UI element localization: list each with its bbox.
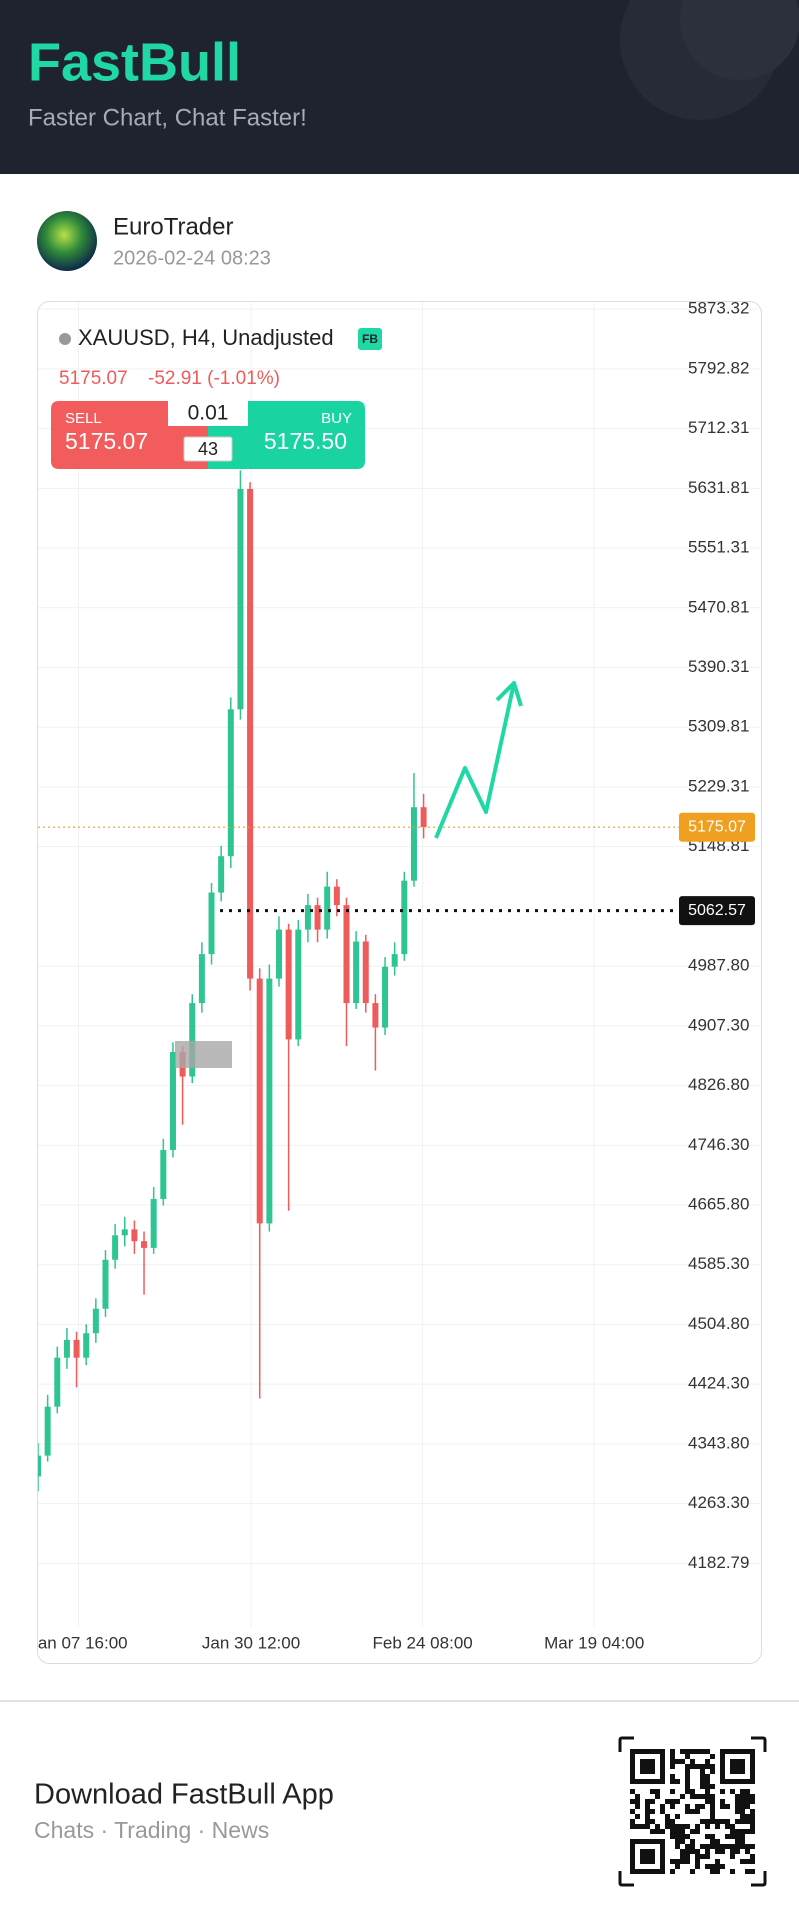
price-label-bg: [679, 812, 755, 842]
qr-frame: [618, 1736, 767, 1887]
candle-body: [150, 1198, 157, 1248]
candle-body: [92, 1308, 99, 1334]
candle-body: [63, 1339, 70, 1358]
candle-body: [382, 966, 389, 1028]
y-tick-label: 4665.80: [688, 1195, 749, 1214]
candle-body: [38, 1455, 41, 1477]
user-name: EuroTrader: [113, 213, 234, 240]
y-tick-label: 5792.82: [688, 358, 749, 377]
avatar: [37, 211, 97, 271]
spread: 43: [198, 439, 218, 459]
candle-body: [160, 1149, 167, 1199]
y-tick-label: 4746.30: [688, 1135, 749, 1154]
candle-body: [256, 978, 263, 1224]
candle-body: [102, 1259, 109, 1309]
y-tick-label: 5712.31: [688, 418, 749, 437]
candle-body: [410, 807, 417, 881]
candle-body: [314, 905, 321, 930]
candle-body: [247, 488, 254, 979]
lot: 0.01: [188, 402, 229, 425]
y-tick-label: 5229.31: [688, 776, 749, 795]
lot-box[interactable]: [168, 401, 248, 426]
x-tick-label: Jan 30 12:00: [202, 1633, 300, 1652]
candle-body: [324, 886, 331, 930]
y-tick-label: 5551.31: [688, 538, 749, 557]
candle-body: [54, 1357, 61, 1407]
candle-body: [237, 488, 244, 710]
candle-body: [112, 1235, 119, 1260]
candle-body: [420, 807, 427, 828]
candle-body: [218, 856, 225, 893]
y-tick-label: 5390.31: [688, 657, 749, 676]
y-tick-label: 4907.30: [688, 1015, 749, 1034]
candle-body: [227, 709, 234, 857]
buy-label: BUY: [321, 410, 352, 427]
logo: FastBull: [28, 32, 241, 92]
badge-bg: [358, 328, 382, 350]
footer-subtitle: Chats · Trading · News: [34, 1817, 269, 1843]
drawn-arrow-head: [495, 681, 523, 707]
header-decor: [680, 0, 799, 80]
candle-body: [208, 892, 215, 955]
x-tick-label: Mar 19 04:00: [544, 1633, 644, 1652]
qr-code: [618, 1736, 767, 1887]
y-tick-label: 4182.79: [688, 1553, 749, 1572]
candle-body: [266, 978, 273, 1224]
candle-body: [121, 1229, 128, 1236]
drawn-arrow: [434, 682, 516, 839]
y-tick-label: 4343.80: [688, 1433, 749, 1452]
symbol: XAUUSD, H4, Unadjusted: [78, 325, 334, 350]
candle-body: [295, 929, 302, 1040]
candle-body: [198, 954, 205, 1004]
y-tick-label: 5309.81: [688, 717, 749, 736]
quote-change: -52.91 (-1.01%): [148, 368, 280, 389]
status-dot: [59, 333, 71, 345]
price-label: 5175.07: [688, 818, 746, 835]
price-label-bg: [679, 896, 755, 926]
candle-body: [343, 905, 350, 1004]
price-label: 5062.57: [688, 902, 746, 919]
y-tick-label: 4826.80: [688, 1075, 749, 1094]
x-tick-label: Feb 24 08:00: [373, 1633, 473, 1652]
sell-price: 5175.07: [65, 428, 148, 454]
y-tick-label: 4504.80: [688, 1314, 749, 1333]
chart-card: [37, 301, 762, 1664]
x-tick-label: Jan 07 16:00: [29, 1633, 127, 1652]
quote-price: 5175.07: [59, 368, 128, 389]
drawn-rectangle: [175, 1041, 232, 1068]
y-tick-label: 5631.81: [688, 478, 749, 497]
post-time: 2026-02-24 08:23: [113, 247, 271, 269]
candle-body: [333, 886, 340, 906]
candle-body: [73, 1339, 80, 1358]
y-tick-label: 4263.30: [688, 1493, 749, 1512]
y-tick-label: 4987.80: [688, 956, 749, 975]
candle-body: [131, 1229, 138, 1242]
y-tick-label: 5873.32: [688, 299, 749, 318]
footer-title: Download FastBull App: [34, 1779, 334, 1811]
y-tick-label: 5470.81: [688, 597, 749, 616]
candle-body: [391, 954, 398, 967]
candle-body: [189, 1003, 196, 1077]
candle-body: [401, 880, 408, 955]
candle-body: [276, 929, 282, 979]
badge: FB: [362, 332, 378, 346]
candle-body: [285, 929, 292, 1040]
candle-body: [141, 1241, 148, 1248]
qr-modules: [630, 1749, 755, 1874]
candle-body: [44, 1406, 51, 1456]
spread-box: [183, 436, 233, 462]
buy-price: 5175.50: [264, 428, 347, 454]
candle-body: [83, 1333, 90, 1358]
candle-body: [353, 941, 360, 1004]
candle-body: [304, 905, 311, 930]
y-tick-label: 4585.30: [688, 1254, 749, 1273]
y-tick-label: 4424.30: [688, 1374, 749, 1393]
candle-body: [362, 941, 369, 1004]
candle-body: [372, 1003, 379, 1028]
sell-label: SELL: [65, 410, 102, 427]
tagline: Faster Chart, Chat Faster!: [28, 104, 307, 131]
candle-body: [169, 1052, 176, 1150]
